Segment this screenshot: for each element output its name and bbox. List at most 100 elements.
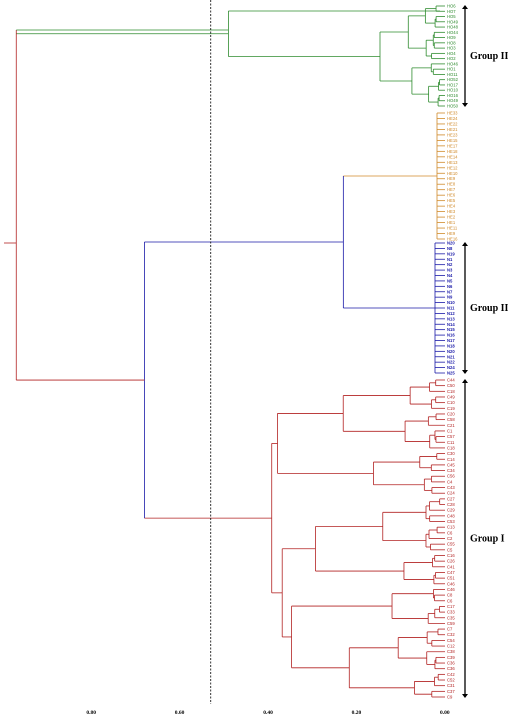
leaf-label: HE10: [447, 171, 458, 176]
leaf-label: C39: [447, 655, 455, 660]
leaf-label: HO11: [447, 72, 458, 77]
leaf-label: N25: [447, 371, 455, 376]
leaf-label: C38: [447, 649, 455, 654]
leaf-label: N1: [447, 257, 453, 262]
leaf-label: N22: [447, 360, 455, 365]
arrow-head: [462, 5, 468, 9]
leaf-label: C29: [447, 508, 455, 513]
leaf-label: C43: [447, 485, 455, 490]
leaf-label: C10: [447, 400, 455, 405]
leaf-label: C49: [447, 394, 455, 399]
bracket-group3: Group III: [462, 5, 508, 107]
leaf-label: N7: [447, 289, 453, 294]
leaf-label: HE17: [447, 143, 458, 148]
group-brackets: Group III Group II Group I: [462, 5, 508, 698]
leaf-label: HE9: [447, 231, 456, 236]
leaf-label: C58: [447, 417, 455, 422]
leaf-label: HO6: [447, 4, 456, 9]
arrow-head: [462, 242, 468, 246]
leaf-label: C20: [447, 411, 455, 416]
leaf-label: C46: [447, 587, 455, 592]
leaf-label: C18: [447, 389, 455, 394]
leaf-label: C42: [447, 672, 455, 677]
leaf-label: HE13: [447, 160, 458, 165]
leaf-label: HO9: [447, 35, 456, 40]
leaf-label: N21: [447, 354, 455, 359]
leaf-label: C48: [447, 513, 455, 518]
leaf-label: C18: [447, 445, 455, 450]
leaf-label: N2: [447, 262, 453, 267]
leaf-label: C33: [447, 610, 455, 615]
leaf-label: HO2: [447, 56, 456, 61]
arrow-head: [462, 103, 468, 107]
leaf-label: HE21: [447, 127, 458, 132]
leaf-label: N16: [447, 333, 455, 338]
leaf-label: C31: [447, 683, 455, 688]
leaf-label: HE18: [447, 149, 458, 154]
x-tick-label: 0.20: [352, 710, 362, 716]
leaf-label: C8: [447, 593, 453, 598]
leaf-label: HE6: [447, 193, 456, 198]
leaf-label: C9: [447, 695, 453, 700]
leaf-label: HO48: [447, 25, 459, 30]
x-tick-label: 0.00: [440, 710, 450, 716]
leaf-label: C7: [447, 627, 453, 632]
leaf-label: C53: [447, 519, 455, 524]
leaf-label: C45: [447, 462, 455, 467]
leaf-label: HE4: [447, 204, 456, 209]
leaf-label: HE8: [447, 182, 456, 187]
leaf-label: HE9: [447, 176, 456, 181]
leaf-label: HO4: [447, 51, 456, 56]
leaf-label: C56: [447, 474, 455, 479]
leaf-label: N3: [447, 268, 453, 273]
leaf-label: C37: [447, 689, 455, 694]
leaf-label: C24: [447, 491, 455, 496]
leaf-label: C12: [447, 644, 455, 649]
leaf-label: C16: [447, 553, 455, 558]
leaf-label: HO50: [447, 104, 459, 109]
leaf-label: N10: [447, 300, 455, 305]
leaf-label: N19: [447, 251, 455, 256]
leaf-label: HO5: [447, 14, 456, 19]
leaf-label: C27: [447, 496, 455, 501]
leaf-label: HO3: [447, 46, 456, 51]
leaf-label: HE14: [447, 154, 458, 159]
leaf-label: C13: [447, 525, 455, 530]
x-tick-label: 0.60: [175, 710, 185, 716]
leaf-label: C5: [447, 547, 453, 552]
leaf-label: HE12: [447, 165, 458, 170]
arrow-head: [462, 370, 468, 374]
leaf-label: HO52: [447, 77, 459, 82]
leaf-label: N5: [447, 278, 453, 283]
leaf-label: HE15: [447, 138, 458, 143]
leaf-label: C28: [447, 502, 455, 507]
leaf-label: C41: [447, 564, 455, 569]
bracket-group1: Group I: [462, 379, 505, 698]
leaf-label: HE33: [447, 111, 458, 116]
leaf-label: C46: [447, 581, 455, 586]
leaf-label: HO46: [447, 61, 459, 66]
leaf-label: N12: [447, 311, 455, 316]
leaf-label: C35: [447, 615, 455, 620]
leaf-label: HE16: [447, 237, 458, 242]
leaf-label: C19: [447, 406, 455, 411]
leaf-label: HE24: [447, 116, 458, 121]
leaf-label: HO10: [447, 88, 459, 93]
arrow-head: [462, 694, 468, 698]
leaf-label: C57: [447, 434, 455, 439]
leaf-label: N15: [447, 327, 455, 332]
leaf-label: C55: [447, 542, 455, 547]
leaf-label: HO8: [447, 40, 456, 45]
leaf-label: HO49: [447, 19, 459, 24]
leaf-label: C2: [447, 536, 453, 541]
leaf-label: HE5: [447, 198, 456, 203]
leaf-label: C36: [447, 661, 455, 666]
leaf-label: N13: [447, 316, 455, 321]
leaf-label: N11: [447, 306, 455, 311]
leaf-label: HO49: [447, 98, 459, 103]
leaf-label: N20: [447, 241, 455, 246]
leaf-label: HE7: [447, 187, 456, 192]
leaf-label: N24: [447, 365, 455, 370]
leaf-label: N18: [447, 343, 455, 348]
leaf-label: N4: [447, 273, 453, 278]
